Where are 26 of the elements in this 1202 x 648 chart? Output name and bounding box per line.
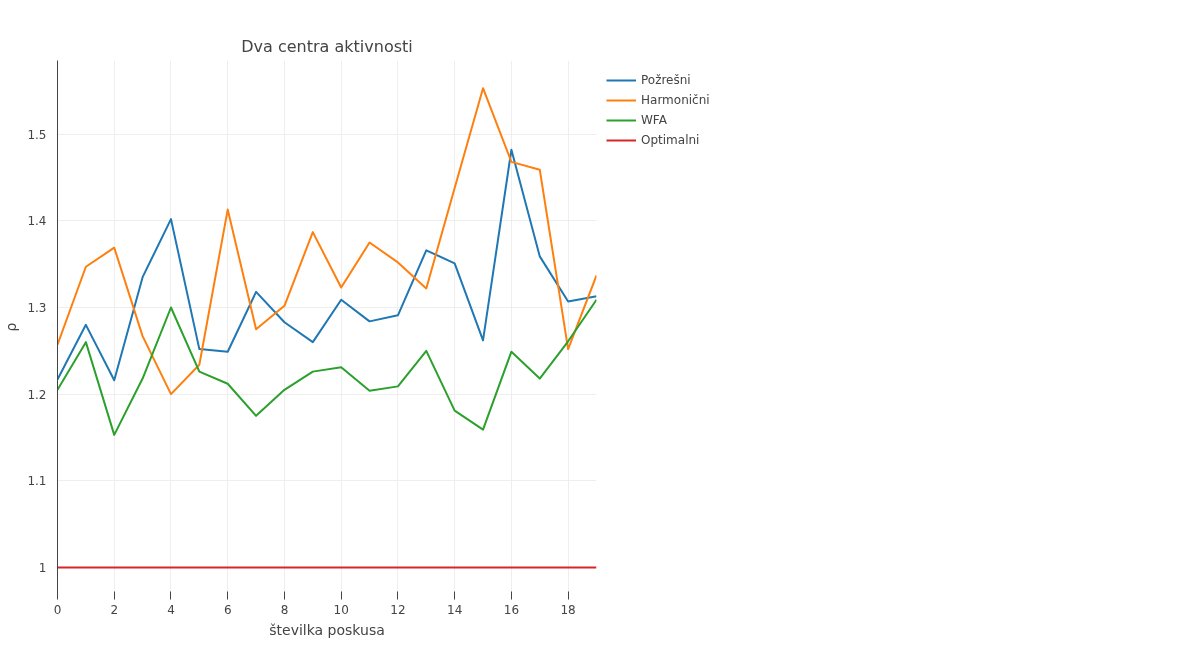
y-tick-label: 1.2 — [27, 387, 47, 402]
x-axis-title: številka poskusa — [269, 621, 385, 638]
legend-label: Optimalni — [641, 133, 700, 147]
x-tick-label: 2 — [110, 602, 119, 617]
x-tick-label: 12 — [390, 602, 406, 617]
x-tick-label: 4 — [167, 602, 175, 617]
y-tick-label: 1.5 — [27, 127, 47, 142]
legend-label: Harmonični — [641, 93, 710, 107]
y-tick-label: 1.4 — [27, 214, 47, 229]
y-tick-label: 1.1 — [27, 474, 47, 489]
x-tick-label: 14 — [447, 602, 463, 617]
x-tick-label: 10 — [333, 602, 349, 617]
legend-label: WFA — [641, 113, 667, 127]
y-tick-label: 1.3 — [27, 301, 47, 315]
line-series — [57, 298, 597, 436]
x-tick-label: 0 — [53, 602, 62, 617]
line-series — [57, 87, 597, 396]
legend-label: Požrešni — [641, 73, 691, 87]
x-tick-label: 8 — [280, 602, 289, 617]
chart-title: Dva centra aktivnosti — [241, 36, 413, 56]
y-tick-label: 1 — [38, 561, 47, 575]
y-axis-title: ρ — [3, 322, 20, 332]
x-tick-label: 16 — [503, 602, 520, 617]
line-series — [57, 148, 597, 382]
x-tick-label: 6 — [223, 602, 232, 617]
x-tick-label: 18 — [560, 602, 576, 617]
